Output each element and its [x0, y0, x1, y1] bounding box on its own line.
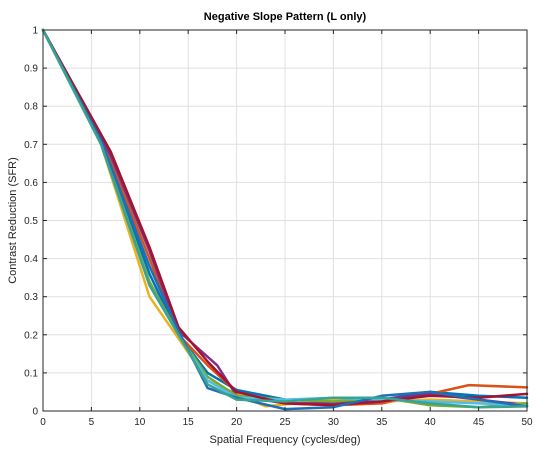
- series-line-9: [41, 28, 529, 409]
- y-axis-label: Contrast Reduction (SFR): [7, 157, 19, 284]
- x-axis-label: Spatial Frequency (cycles/deg): [209, 434, 360, 446]
- x-tick-label: 35: [376, 417, 388, 428]
- y-tick-label: 0: [32, 407, 38, 418]
- y-tick-label: 1: [32, 26, 38, 37]
- grid: [43, 30, 527, 411]
- y-tick-label: 0.3: [24, 292, 38, 303]
- y-tick-label: 0.9: [24, 64, 38, 75]
- y-tick-label: 0.6: [24, 178, 38, 189]
- chart-title: Negative Slope Pattern (L only): [204, 11, 367, 23]
- x-tick-label: 45: [473, 417, 485, 428]
- x-tick-label: 15: [183, 417, 195, 428]
- y-tick-label: 0.5: [24, 216, 38, 227]
- x-tick-label: 50: [521, 417, 533, 428]
- x-tick-label: 10: [134, 417, 146, 428]
- x-tick-label: 0: [40, 417, 46, 428]
- series-line-8: [41, 28, 529, 411]
- y-tick-label: 0.4: [24, 254, 38, 265]
- series-group: [41, 28, 529, 411]
- x-tick-label: 40: [425, 417, 437, 428]
- x-tick-label: 30: [328, 417, 340, 428]
- y-tick-label: 0.2: [24, 330, 38, 341]
- y-tick-label: 0.8: [24, 102, 38, 113]
- y-tick-label: 0.1: [24, 368, 38, 379]
- y-tick-label: 0.7: [24, 140, 38, 151]
- series-line-7: [41, 28, 529, 407]
- x-tick-label: 5: [89, 417, 95, 428]
- x-tick-label: 25: [279, 417, 291, 428]
- ticks: 0 5 10 15 20 25 30 35 40 45 50 0 0.1 0.2 0.3 0.4 0.5 0.6 0…: [24, 26, 533, 429]
- x-tick-label: 20: [231, 417, 243, 428]
